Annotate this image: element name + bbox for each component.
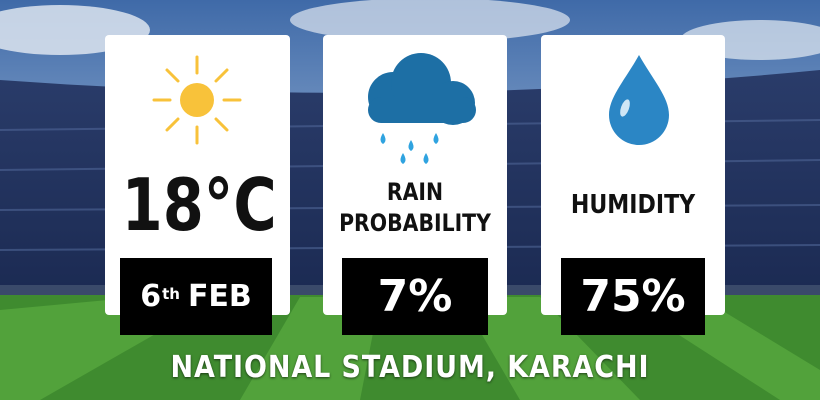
rain-label-line: PROBABILITY	[339, 209, 491, 237]
rain-label-line: RAIN	[386, 178, 444, 206]
rain-value: 7%	[377, 271, 453, 322]
droplet-icon	[609, 55, 669, 145]
sun-icon	[152, 55, 242, 145]
humidity-value-box: 75%	[561, 258, 705, 335]
venue-footer: NATIONAL STADIUM, KARACHI	[170, 350, 650, 385]
humidity-value: 75%	[580, 271, 686, 322]
rain-value-box: 7%	[342, 258, 488, 335]
date-day: 6	[140, 279, 162, 314]
date-month: FEB	[187, 279, 252, 314]
rain-cloud-icon	[368, 53, 476, 164]
humidity-label: HUMIDITY	[570, 190, 696, 220]
rain-label: RAIN PROBABILITY	[337, 177, 493, 239]
date-suffix: th	[162, 284, 180, 303]
temperature-value: 18°C	[121, 163, 277, 247]
